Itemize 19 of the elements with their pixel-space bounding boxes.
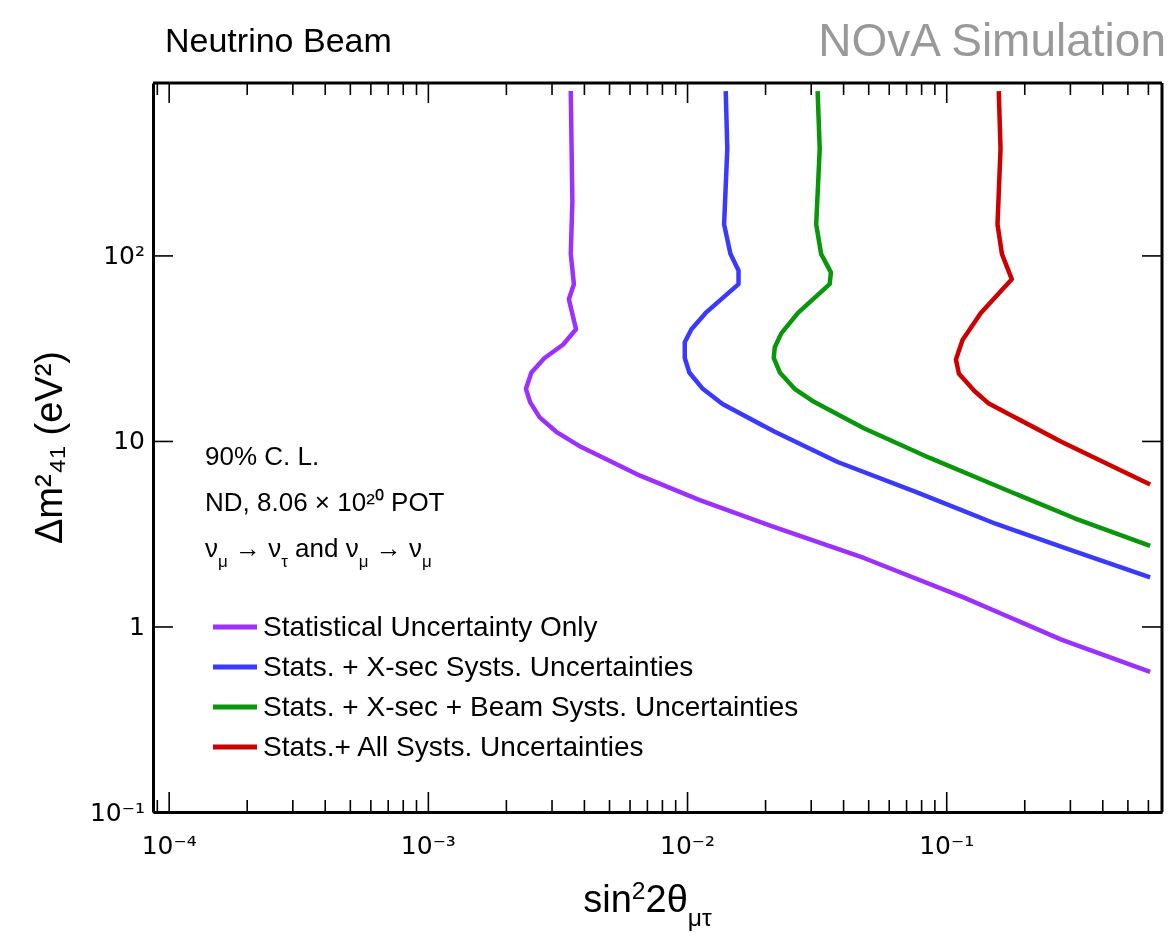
x-tick-label: 10⁻⁴ <box>141 830 197 860</box>
annotation: ν$_{μ}$ → ν$_{τ}$ and ν$_{μ}$ → ν$_{μ}$ <box>205 533 432 571</box>
y-tick-label: 10⁻¹ <box>89 797 145 827</box>
x-tick-label: 10⁻¹ <box>919 830 975 860</box>
legend-label: Stats. + X-sec + Beam Systs. Uncertainties <box>263 691 799 722</box>
y-tick-label: 10² <box>103 240 145 270</box>
y-tick-label: 10 <box>113 426 145 456</box>
annotation: 90% C. L. <box>205 441 320 471</box>
x-tick-label: 10⁻³ <box>400 830 456 860</box>
annotation: ND, 8.06 × 10²⁰ POT <box>205 487 445 517</box>
chart-title: Neutrino Beam <box>165 21 392 59</box>
y-axis-title: Δm²₄₁ (eV²) <box>28 350 70 545</box>
y-tick-label: 1 <box>129 611 145 641</box>
x-tick-label: 10⁻² <box>660 830 716 860</box>
x-axis-title: sin$^{2}$2θ$_{μτ}$ <box>583 876 713 931</box>
legend-label: Stats.+ All Systs. Uncertainties <box>263 731 644 762</box>
legend-label: Statistical Uncertainty Only <box>263 611 598 642</box>
legend-label: Stats. + X-sec Systs. Uncertainties <box>263 651 694 682</box>
chart-subtitle: NOvA Simulation <box>818 14 1166 66</box>
